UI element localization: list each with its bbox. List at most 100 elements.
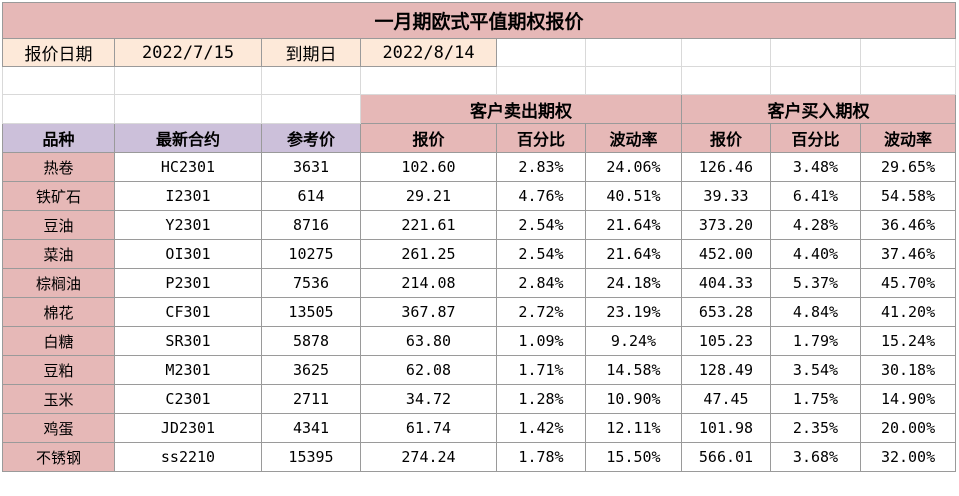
empty-cell[interactable] bbox=[2, 66, 115, 95]
buy-quote-cell[interactable]: 566.01 bbox=[681, 442, 771, 472]
empty-cell[interactable] bbox=[2, 94, 115, 124]
variety-cell[interactable]: 菜油 bbox=[2, 239, 115, 269]
empty-cell[interactable] bbox=[681, 66, 771, 95]
ref-price-cell[interactable]: 13505 bbox=[261, 297, 361, 327]
ref-price-cell[interactable]: 2711 bbox=[261, 384, 361, 414]
expiry-date-value[interactable]: 2022/8/14 bbox=[360, 38, 497, 67]
buy-quote-cell[interactable]: 128.49 bbox=[681, 355, 771, 385]
sell-percent-cell[interactable]: 2.83% bbox=[496, 152, 586, 182]
contract-cell[interactable]: HC2301 bbox=[114, 152, 262, 182]
empty-cell[interactable] bbox=[770, 38, 861, 67]
sell-volatility-cell[interactable]: 12.11% bbox=[585, 413, 682, 443]
empty-cell[interactable] bbox=[585, 38, 682, 67]
empty-cell[interactable] bbox=[261, 66, 361, 95]
buy-quote-cell[interactable]: 39.33 bbox=[681, 181, 771, 211]
buy-volatility-cell[interactable]: 54.58% bbox=[859, 181, 957, 211]
sell-quote-cell[interactable]: 63.80 bbox=[360, 326, 497, 356]
buy-volatility-cell[interactable]: 41.20% bbox=[859, 297, 957, 327]
sell-quote-cell[interactable]: 221.61 bbox=[360, 210, 497, 240]
empty-cell[interactable] bbox=[681, 38, 771, 67]
buy-percent-cell[interactable]: 1.75% bbox=[770, 384, 861, 414]
sell-percent-cell[interactable]: 1.09% bbox=[496, 326, 586, 356]
buy-quote-cell[interactable]: 126.46 bbox=[681, 152, 771, 182]
sell-percent-cell[interactable]: 1.78% bbox=[496, 442, 586, 472]
ref-price-cell[interactable]: 8716 bbox=[261, 210, 361, 240]
sell-percent-cell[interactable]: 2.54% bbox=[496, 239, 586, 269]
ref-price-cell[interactable]: 10275 bbox=[261, 239, 361, 269]
buy-volatility-cell[interactable]: 37.46% bbox=[859, 239, 957, 269]
variety-cell[interactable]: 棉花 bbox=[2, 297, 115, 327]
sell-quote-cell[interactable]: 29.21 bbox=[360, 181, 497, 211]
buy-quote-cell[interactable]: 373.20 bbox=[681, 210, 771, 240]
buy-percent-cell[interactable]: 1.79% bbox=[770, 326, 861, 356]
buy-percent-cell[interactable]: 3.48% bbox=[770, 152, 861, 182]
contract-cell[interactable]: ss2210 bbox=[114, 442, 262, 472]
sell-volatility-cell[interactable]: 24.06% bbox=[585, 152, 682, 182]
empty-cell[interactable] bbox=[859, 38, 957, 67]
contract-cell[interactable]: CF301 bbox=[114, 297, 262, 327]
sell-percent-cell[interactable]: 2.72% bbox=[496, 297, 586, 327]
sell-quote-cell[interactable]: 274.24 bbox=[360, 442, 497, 472]
buy-percent-cell[interactable]: 5.37% bbox=[770, 268, 861, 298]
sell-volatility-cell[interactable]: 21.64% bbox=[585, 239, 682, 269]
sell-volatility-cell[interactable]: 23.19% bbox=[585, 297, 682, 327]
buy-quote-cell[interactable]: 47.45 bbox=[681, 384, 771, 414]
variety-cell[interactable]: 白糖 bbox=[2, 326, 115, 356]
variety-cell[interactable]: 铁矿石 bbox=[2, 181, 115, 211]
sell-percent-cell[interactable]: 1.71% bbox=[496, 355, 586, 385]
buy-quote-cell[interactable]: 404.33 bbox=[681, 268, 771, 298]
buy-volatility-cell[interactable]: 30.18% bbox=[859, 355, 957, 385]
empty-cell[interactable] bbox=[114, 66, 262, 95]
ref-price-cell[interactable]: 3631 bbox=[261, 152, 361, 182]
sell-volatility-cell[interactable]: 15.50% bbox=[585, 442, 682, 472]
ref-price-cell[interactable]: 614 bbox=[261, 181, 361, 211]
empty-cell[interactable] bbox=[360, 66, 497, 95]
sell-volatility-cell[interactable]: 21.64% bbox=[585, 210, 682, 240]
sell-volatility-cell[interactable]: 9.24% bbox=[585, 326, 682, 356]
contract-cell[interactable]: I2301 bbox=[114, 181, 262, 211]
variety-cell[interactable]: 不锈钢 bbox=[2, 442, 115, 472]
sell-quote-cell[interactable]: 62.08 bbox=[360, 355, 497, 385]
ref-price-cell[interactable]: 3625 bbox=[261, 355, 361, 385]
empty-cell[interactable] bbox=[114, 94, 262, 124]
empty-cell[interactable] bbox=[859, 66, 957, 95]
ref-price-cell[interactable]: 7536 bbox=[261, 268, 361, 298]
contract-cell[interactable]: JD2301 bbox=[114, 413, 262, 443]
sell-quote-cell[interactable]: 61.74 bbox=[360, 413, 497, 443]
contract-cell[interactable]: M2301 bbox=[114, 355, 262, 385]
buy-quote-cell[interactable]: 653.28 bbox=[681, 297, 771, 327]
ref-price-cell[interactable]: 5878 bbox=[261, 326, 361, 356]
buy-volatility-cell[interactable]: 15.24% bbox=[859, 326, 957, 356]
variety-cell[interactable]: 玉米 bbox=[2, 384, 115, 414]
sell-percent-cell[interactable]: 4.76% bbox=[496, 181, 586, 211]
quote-date-value[interactable]: 2022/7/15 bbox=[114, 38, 262, 67]
sell-volatility-cell[interactable]: 24.18% bbox=[585, 268, 682, 298]
sell-volatility-cell[interactable]: 40.51% bbox=[585, 181, 682, 211]
buy-volatility-cell[interactable]: 29.65% bbox=[859, 152, 957, 182]
sell-quote-cell[interactable]: 261.25 bbox=[360, 239, 497, 269]
buy-volatility-cell[interactable]: 20.00% bbox=[859, 413, 957, 443]
contract-cell[interactable]: SR301 bbox=[114, 326, 262, 356]
variety-cell[interactable]: 棕榈油 bbox=[2, 268, 115, 298]
buy-quote-cell[interactable]: 105.23 bbox=[681, 326, 771, 356]
contract-cell[interactable]: Y2301 bbox=[114, 210, 262, 240]
buy-volatility-cell[interactable]: 14.90% bbox=[859, 384, 957, 414]
variety-cell[interactable]: 热卷 bbox=[2, 152, 115, 182]
sell-quote-cell[interactable]: 214.08 bbox=[360, 268, 497, 298]
buy-percent-cell[interactable]: 3.68% bbox=[770, 442, 861, 472]
sell-percent-cell[interactable]: 2.84% bbox=[496, 268, 586, 298]
sell-volatility-cell[interactable]: 14.58% bbox=[585, 355, 682, 385]
variety-cell[interactable]: 豆粕 bbox=[2, 355, 115, 385]
buy-percent-cell[interactable]: 3.54% bbox=[770, 355, 861, 385]
buy-quote-cell[interactable]: 101.98 bbox=[681, 413, 771, 443]
sell-percent-cell[interactable]: 1.42% bbox=[496, 413, 586, 443]
buy-quote-cell[interactable]: 452.00 bbox=[681, 239, 771, 269]
contract-cell[interactable]: C2301 bbox=[114, 384, 262, 414]
ref-price-cell[interactable]: 15395 bbox=[261, 442, 361, 472]
empty-cell[interactable] bbox=[496, 66, 586, 95]
buy-volatility-cell[interactable]: 32.00% bbox=[859, 442, 957, 472]
variety-cell[interactable]: 鸡蛋 bbox=[2, 413, 115, 443]
contract-cell[interactable]: P2301 bbox=[114, 268, 262, 298]
empty-cell[interactable] bbox=[496, 38, 586, 67]
buy-volatility-cell[interactable]: 36.46% bbox=[859, 210, 957, 240]
